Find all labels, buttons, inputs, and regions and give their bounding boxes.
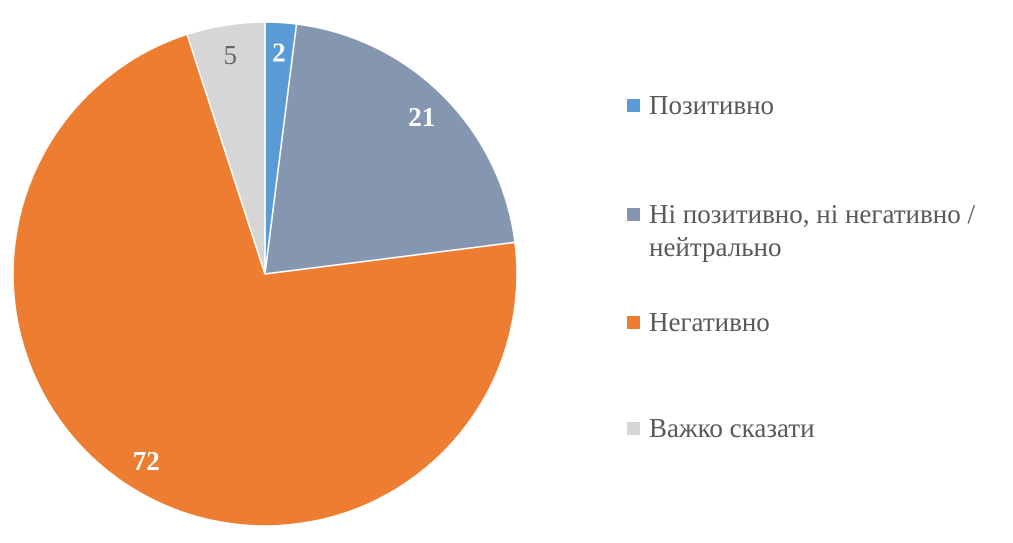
- legend-swatch-icon: [627, 316, 640, 329]
- legend-label: Важко сказати: [649, 413, 815, 443]
- pie-slice-3: [12, 33, 518, 527]
- legend-item-neutral: Ні позитивно, ні негативно / нейтрально: [627, 198, 1013, 264]
- pie-chart: 2 21 72 5: [12, 21, 518, 527]
- legend-item-positive: Позитивно: [627, 89, 774, 122]
- legend-label: Ні позитивно, ні негативно / нейтрально: [649, 199, 975, 262]
- legend-swatch-icon: [627, 99, 640, 112]
- pie-slice-value-label: 21: [408, 102, 435, 132]
- pie-slice-labels: 2 21 72 5: [133, 38, 436, 477]
- legend-label: Негативно: [649, 307, 770, 337]
- legend-swatch-icon: [627, 422, 640, 435]
- pie-slice-4: [186, 21, 266, 275]
- legend-swatch-icon: [627, 208, 640, 221]
- legend-label: Позитивно: [649, 90, 775, 120]
- legend-item-hard-to-say: Важко сказати: [627, 412, 815, 445]
- pie-slice-value-label: 2: [272, 38, 286, 68]
- pie-slice-value-label: 5: [224, 40, 238, 70]
- legend-item-negative: Негативно: [627, 306, 770, 339]
- pie-slices: [12, 21, 518, 527]
- pie-slice-2: [264, 23, 516, 275]
- pie-slice-value-label: 72: [133, 446, 160, 476]
